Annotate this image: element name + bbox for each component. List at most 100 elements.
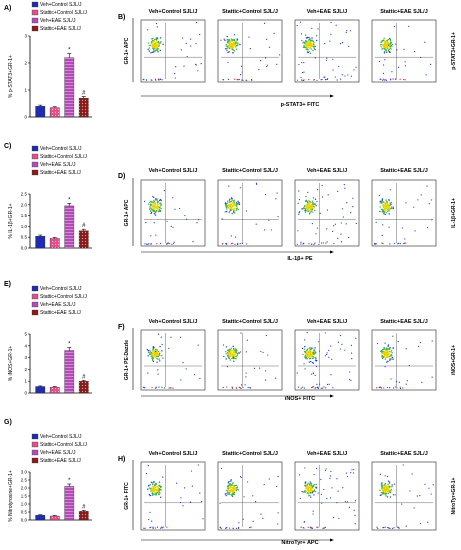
event-dot — [308, 486, 311, 489]
event-dot — [304, 351, 306, 353]
event-dot — [146, 243, 148, 245]
event-dot — [230, 235, 232, 237]
event-dot — [262, 351, 264, 354]
event-dot — [387, 210, 389, 213]
event-dot — [154, 204, 156, 207]
event-dot — [305, 205, 307, 207]
event-dot — [166, 220, 168, 222]
y-tick-label: 1.5 — [21, 213, 28, 218]
event-dot — [408, 25, 410, 27]
y-tick-label: 1 — [24, 88, 27, 93]
event-dot — [154, 353, 157, 356]
event-dot — [149, 201, 151, 204]
event-dot — [246, 243, 248, 245]
event-dot — [228, 480, 230, 483]
event-dot — [230, 479, 232, 481]
event-dot — [232, 202, 234, 204]
event-dot — [431, 376, 433, 378]
event-dot — [253, 367, 256, 369]
event-dot — [383, 37, 385, 39]
event-dot — [235, 348, 237, 350]
panel-label: D) — [118, 173, 125, 180]
event-dot — [159, 486, 162, 489]
event-dot — [229, 355, 232, 358]
event-dot — [424, 483, 426, 485]
event-dot — [315, 365, 318, 368]
event-dot — [390, 353, 393, 356]
event-dot — [260, 350, 262, 353]
event-dot — [231, 44, 233, 46]
event-dot — [304, 46, 306, 49]
event-dot — [384, 366, 386, 368]
flow-plot-title: Veh+Control SJL/J — [149, 319, 198, 325]
legend-entry: Veh+Control SJL/J — [40, 286, 82, 292]
event-dot — [160, 204, 162, 207]
event-dot — [383, 488, 386, 490]
flow-plot-frame — [294, 461, 360, 531]
event-dot — [387, 480, 390, 482]
event-dot — [240, 387, 242, 389]
event-dot — [346, 202, 348, 204]
event-dot — [154, 202, 157, 204]
event-dot — [380, 483, 383, 485]
event-dot — [310, 526, 312, 529]
event-dot — [154, 488, 157, 491]
event-dot — [151, 353, 153, 355]
event-dot — [223, 355, 225, 358]
event-dot — [169, 387, 171, 389]
event-dot — [326, 228, 328, 230]
event-dot — [387, 356, 389, 358]
event-dot — [315, 483, 317, 486]
event-dot — [430, 199, 433, 201]
event-dot — [304, 467, 306, 469]
event-dot — [232, 349, 234, 352]
flow-plot-title: Stattic+EAE SJL/J — [380, 9, 428, 15]
event-dot — [389, 203, 392, 205]
event-dot — [233, 484, 236, 487]
event-dot — [323, 488, 325, 491]
event-dot — [229, 205, 231, 207]
event-dot — [181, 37, 184, 39]
event-dot — [428, 487, 430, 489]
event-dot — [230, 197, 233, 199]
event-dot — [312, 510, 314, 512]
event-dot — [222, 79, 225, 81]
event-dot — [432, 484, 434, 486]
event-dot — [398, 242, 400, 244]
event-dot — [308, 493, 310, 495]
flow-plot-title: Veh+Control SJL/J — [149, 9, 198, 15]
event-dot — [314, 490, 317, 493]
event-dot — [395, 78, 397, 81]
event-dot — [155, 207, 158, 210]
event-dot — [300, 241, 302, 243]
event-dot — [321, 184, 323, 187]
event-dot — [153, 46, 155, 49]
event-dot — [237, 200, 239, 203]
event-dot — [306, 492, 309, 494]
event-dot — [304, 208, 307, 210]
event-dot — [158, 352, 161, 354]
event-dot — [225, 47, 227, 50]
event-dot — [157, 373, 159, 375]
event-dot — [352, 472, 355, 474]
event-dot — [305, 200, 307, 202]
event-dot — [159, 492, 161, 494]
event-dot — [303, 363, 305, 365]
event-dot — [154, 49, 157, 52]
event-dot — [383, 78, 385, 80]
event-dot — [230, 209, 232, 211]
event-dot — [345, 223, 347, 225]
event-dot — [232, 39, 234, 41]
flow-plot-frame — [217, 179, 283, 247]
y-tick-label: 0 — [24, 391, 27, 396]
flow-plot-frame — [217, 19, 283, 83]
event-dot — [234, 357, 236, 360]
event-dot — [231, 199, 233, 201]
event-dot — [307, 44, 309, 46]
event-dot — [310, 48, 312, 50]
significance-mark: * — [68, 342, 71, 348]
event-dot — [148, 493, 151, 496]
event-dot — [265, 370, 267, 372]
event-dot — [151, 494, 153, 497]
event-dot — [149, 207, 152, 209]
